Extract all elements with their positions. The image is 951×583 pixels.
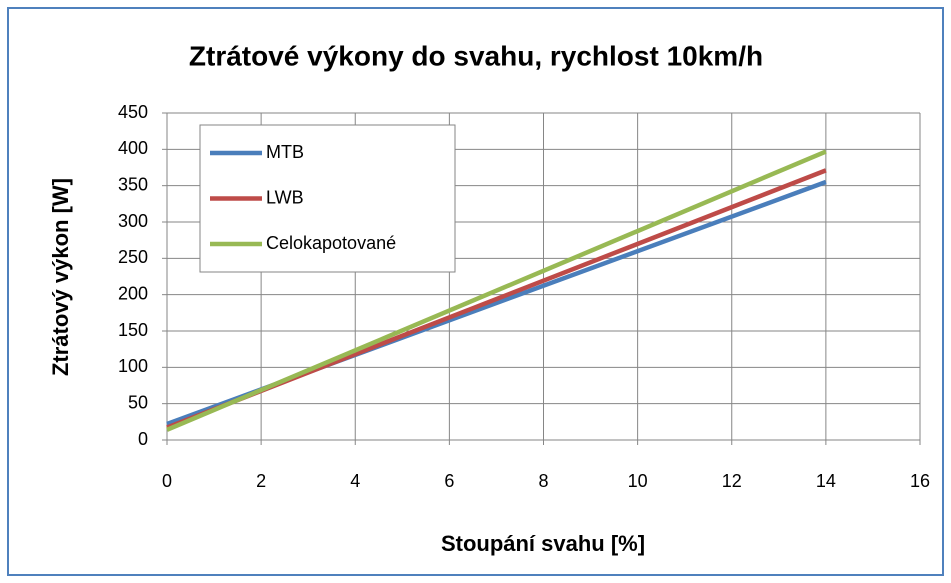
y-axis-label: Ztrátový výkon [W] bbox=[48, 178, 73, 376]
series-line bbox=[166, 149, 827, 432]
y-tick-label: 350 bbox=[118, 174, 148, 194]
y-tick-label: 100 bbox=[118, 356, 148, 376]
x-tick-label: 0 bbox=[162, 471, 172, 491]
legend-label: MTB bbox=[266, 142, 304, 162]
y-tick-label: 0 bbox=[138, 429, 148, 449]
x-tick-label: 6 bbox=[444, 471, 454, 491]
y-tick-label: 200 bbox=[118, 283, 148, 303]
legend-box bbox=[199, 124, 456, 273]
legend-label: LWB bbox=[266, 187, 304, 207]
y-tick-label: 50 bbox=[128, 392, 148, 412]
y-tick-label: 250 bbox=[118, 247, 148, 267]
y-tick-label: 400 bbox=[118, 138, 148, 158]
x-tick-label: 8 bbox=[538, 471, 548, 491]
x-tick-label: 16 bbox=[910, 471, 930, 491]
y-tick-label: 150 bbox=[118, 320, 148, 340]
x-axis-label: Stoupání svahu [%] bbox=[441, 531, 645, 556]
x-tick-label: 10 bbox=[628, 471, 648, 491]
y-tick-label: 300 bbox=[118, 211, 148, 231]
x-tick-label: 4 bbox=[350, 471, 360, 491]
y-tick-label: 450 bbox=[118, 102, 148, 122]
legend-label: Celokapotované bbox=[266, 233, 396, 253]
x-tick-label: 2 bbox=[256, 471, 266, 491]
chart-title: Ztrátové výkony do svahu, rychlost 10km/… bbox=[189, 40, 763, 71]
x-tick-label: 14 bbox=[816, 471, 836, 491]
chart-frame bbox=[7, 7, 944, 576]
x-tick-label: 12 bbox=[722, 471, 742, 491]
